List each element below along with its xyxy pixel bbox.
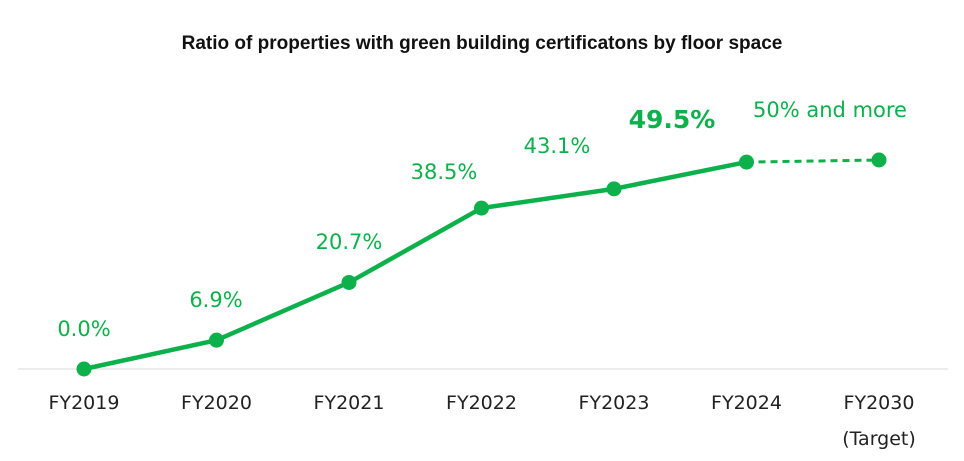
x-tick-sublabel-fy2030: (Target) (842, 428, 916, 450)
data-point-fy2020 (209, 332, 224, 348)
series-line (83, 159, 747, 372)
data-label-fy2022: 38.5% (411, 160, 478, 184)
x-tick-fy2019: FY2019 (49, 392, 120, 414)
data-point-fy2024 (739, 154, 754, 170)
data-point-fy2021 (341, 274, 357, 290)
x-tick-fy2024: FY2024 (711, 392, 782, 414)
data-point-fy2030 (871, 152, 887, 168)
chart-title: Ratio of properties with green building … (181, 33, 783, 54)
data-label-fy2030: 50% and more (753, 98, 907, 122)
data-point-fy2019 (76, 361, 92, 377)
data-point-fy2023 (606, 181, 622, 197)
x-tick-fy2020: FY2020 (181, 392, 252, 414)
x-tick-fy2022: FY2022 (446, 392, 517, 414)
data-label-fy2020: 6.9% (189, 288, 242, 312)
data-label-fy2023: 43.1% (524, 134, 591, 158)
x-tick-fy2023: FY2023 (579, 392, 650, 414)
data-label-fy2024: 49.5% (629, 105, 716, 134)
data-label-fy2021: 20.7% (316, 230, 383, 254)
data-label-fy2019: 0.0% (57, 317, 110, 341)
x-tick-fy2030: FY2030 (844, 392, 915, 414)
target-dashed-line (746, 158, 880, 164)
x-tick-fy2021: FY2021 (314, 392, 385, 414)
data-point-fy2022 (474, 200, 489, 216)
